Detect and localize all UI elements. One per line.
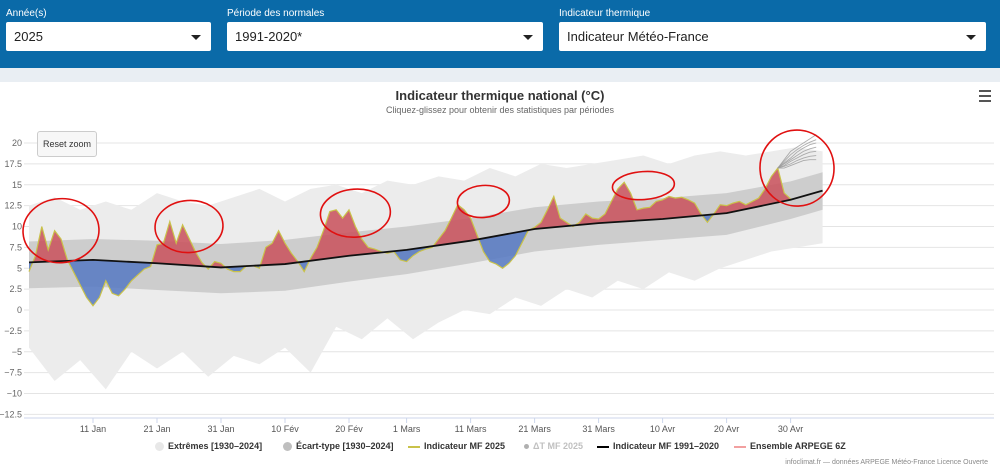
legend-item-mf2025[interactable]: Indicateur MF 2025 (408, 441, 505, 451)
x-tick-label: 31 Mars (582, 424, 615, 434)
reset-zoom-button[interactable]: Reset zoom (37, 131, 97, 157)
chart-title: Indicateur thermique national (°C) (395, 88, 605, 103)
anomaly-above-area (29, 168, 791, 268)
legend-label: ΔT MF 2025 (533, 441, 583, 451)
arpege-member-line (777, 134, 817, 169)
hand-annotations (22, 129, 835, 264)
x-tick-label: 1 Mars (393, 424, 421, 434)
y-tick-label: −5 (12, 347, 22, 357)
legend-label: Indicateur MF 2025 (424, 441, 506, 451)
period-select-value: 1991-2020* (235, 29, 303, 44)
annotation-circle (154, 199, 224, 254)
y-tick-label: 7.5 (9, 242, 22, 252)
series-lines (28, 134, 823, 307)
annotation-circle (319, 188, 392, 239)
chart-legend: Extrêmes [1930–2024] Écart-type [1930–20… (0, 441, 1000, 455)
y-tick-label: −2.5 (4, 326, 22, 336)
y-tick-label: −12.5 (0, 409, 22, 419)
legend-item-std[interactable]: Écart-type [1930–2024] (283, 441, 394, 452)
x-tick-label: 21 Mars (518, 424, 551, 434)
indicator-filter: Indicateur thermique Indicateur Météo-Fr… (559, 8, 986, 51)
legend-item-extremes[interactable]: Extrêmes [1930–2024] (155, 441, 263, 452)
legend-label: Extrêmes [1930–2024] (168, 441, 263, 451)
credits-text: infoclimat.fr — données ARPEGE Météo-Fra… (785, 459, 988, 466)
y-tick-label: 20 (12, 138, 22, 148)
chart-subtitle: Cliquez-glissez pour obtenir des statist… (385, 105, 615, 115)
legend-label: Indicateur MF 1991–2020 (613, 441, 720, 451)
legend-item-normal[interactable]: Indicateur MF 1991–2020 (597, 441, 719, 451)
arpege-member-line (777, 159, 817, 169)
year-filter: Année(s) 2025 (6, 8, 211, 51)
legend-label: Ensemble ARPEGE 6Z (750, 441, 846, 451)
y-tick-label: 15 (12, 180, 22, 190)
annotation-circle (22, 197, 100, 264)
y-tick-label: −10 (7, 389, 22, 399)
y-axis-ticks: 20 17.5 15 12.5 10 7.5 5 2.5 0 −2.5 −5 −7.5 −10 −12.5 (0, 138, 22, 419)
x-tick-label: 10 Avr (650, 424, 675, 434)
x-tick-label: 20 Fév (335, 424, 363, 434)
x-tick-label: 31 Jan (207, 424, 234, 434)
legend-swatch (597, 445, 609, 448)
legend-swatch (734, 445, 746, 448)
arpege-member-line (777, 142, 817, 169)
arpege-member-line (777, 146, 817, 169)
legend-label: Écart-type [1930–2024] (296, 441, 394, 451)
period-filter-label: Période des normales (227, 8, 325, 19)
y-tick-label: 17.5 (4, 159, 22, 169)
indicator-filter-label: Indicateur thermique (559, 8, 651, 19)
indicator-select[interactable]: Indicateur Météo-France (559, 22, 986, 51)
x-tick-label: 20 Avr (714, 424, 739, 434)
x-tick-label: 21 Jan (143, 424, 170, 434)
arpege-member-line (777, 139, 817, 169)
y-tick-label: 0 (17, 305, 22, 315)
year-select[interactable]: 2025 (6, 22, 211, 51)
x-tick-label: 10 Fév (271, 424, 299, 434)
climatology-bands (29, 147, 823, 390)
x-tick-label: 11 Jan (80, 424, 106, 434)
annotation-circle (456, 184, 511, 219)
legend-swatch (283, 442, 292, 452)
period-select[interactable]: 1991-2020* (227, 22, 543, 51)
y-tick-label: 10 (12, 222, 22, 232)
indicator-select-value: Indicateur Météo-France (567, 29, 709, 44)
annotation-circle (759, 129, 835, 207)
x-axis-ticks: 11 Jan 21 Jan 31 Jan 10 Fév 20 Fév 1 Mars 11 M… (24, 417, 994, 434)
y-tick-label: 12.5 (4, 201, 22, 211)
y-tick-label: 5 (17, 263, 22, 273)
arpege-member-line (777, 150, 817, 169)
legend-swatch (155, 442, 164, 452)
indicator-mf-2025-line (28, 166, 792, 307)
y-tick-label: −7.5 (4, 368, 22, 378)
x-tick-label: 11 Mars (455, 424, 487, 434)
hamburger-menu-icon[interactable] (979, 90, 991, 105)
year-select-value: 2025 (14, 29, 43, 44)
normal-1991-2020-line (28, 189, 823, 269)
legend-swatch (524, 444, 529, 450)
chevron-down-icon (966, 35, 976, 40)
y-tick-label: 2.5 (9, 284, 22, 294)
anomaly-areas (29, 168, 791, 306)
year-filter-label: Année(s) (6, 8, 47, 19)
chevron-down-icon (523, 35, 533, 40)
x-tick-label: 30 Avr (778, 424, 803, 434)
legend-item-arpege[interactable]: Ensemble ARPEGE 6Z (734, 441, 846, 451)
legend-swatch (408, 445, 420, 448)
arpege-member-line (777, 155, 817, 169)
chevron-down-icon (191, 35, 201, 40)
annotation-circle (611, 170, 676, 201)
legend-item-delta[interactable]: ΔT MF 2025 (524, 441, 583, 451)
period-filter: Période des normales 1991-2020* (227, 8, 543, 51)
filter-bar: Année(s) 2025 Période des normales 1991-… (0, 0, 1000, 68)
